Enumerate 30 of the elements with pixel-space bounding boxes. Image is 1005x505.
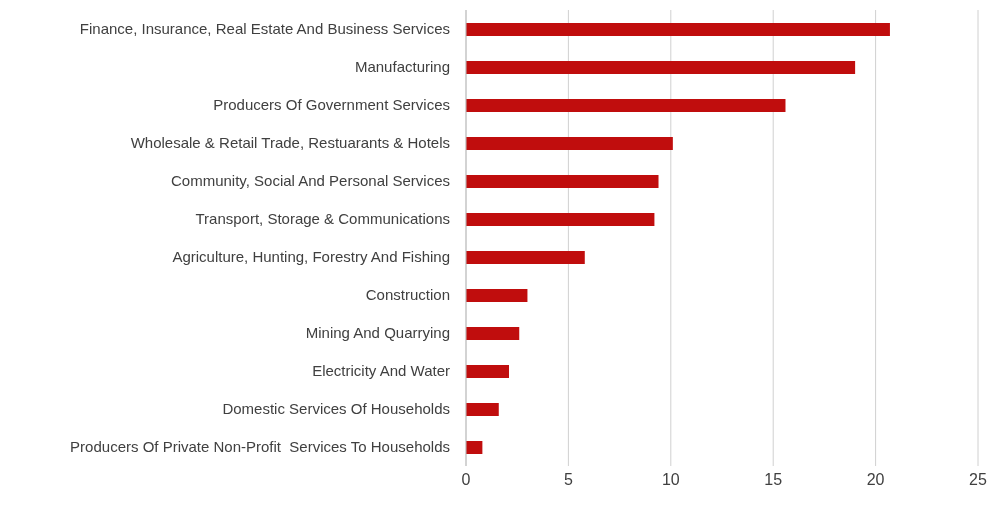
x-tick-label: 15 [764,471,783,489]
x-tick-label: 20 [866,471,885,489]
y-tick-label: Electricity And Water [312,362,450,379]
bar [466,251,585,264]
bar [466,289,528,302]
bar [466,99,786,112]
x-tick-label: 0 [461,471,471,489]
bar [466,365,510,378]
bar [466,327,520,340]
y-tick-label: Wholesale & Retail Trade, Restuarants & Hotels [130,134,450,151]
bar [466,403,499,416]
bar [466,23,890,36]
y-tick-label: Finance, Insurance, Real Estate And Business Services [79,20,450,37]
y-tick-label: Construction [365,286,450,303]
y-tick-label: Transport, Storage & Communications [195,210,450,227]
bar [466,175,659,188]
bar [466,61,856,74]
x-tick-label: 25 [969,471,987,489]
bar [466,137,673,150]
bar [466,213,655,226]
y-tick-label: Domestic Services Of Households [222,400,450,417]
y-tick-label: Manufacturing [354,58,450,75]
bar [466,441,483,454]
y-tick-label: Mining And Quarrying [305,324,450,341]
y-tick-label: Producers Of Private Non-Profit Services To Households [70,438,450,455]
x-tick-label: 5 [563,471,573,489]
y-tick-label: Community, Social And Personal Services [170,172,450,189]
x-tick-label: 10 [661,471,680,489]
y-tick-label: Agriculture, Hunting, Forestry And Fishing [172,248,450,265]
y-tick-label: Producers Of Government Services [213,96,450,113]
